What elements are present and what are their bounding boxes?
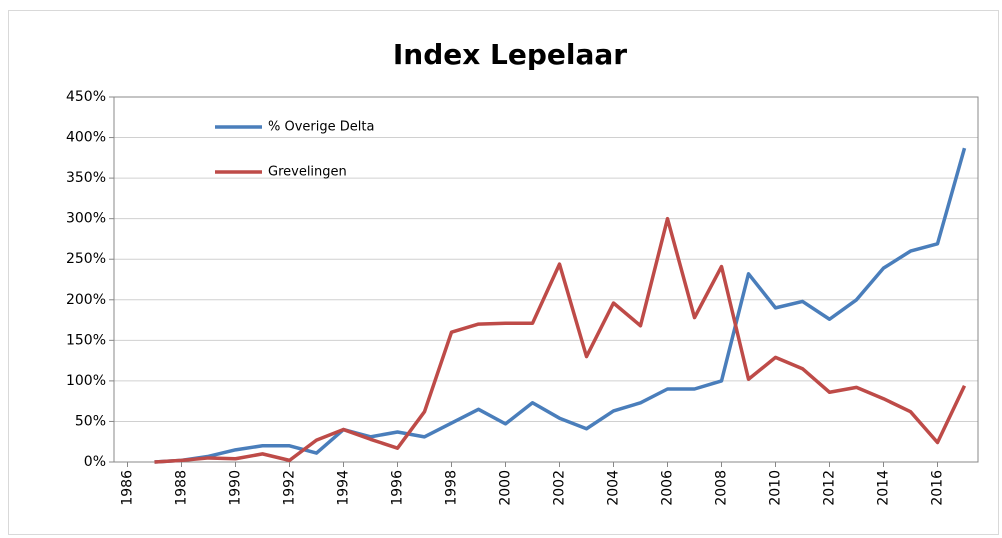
y-tick-label: 300% [66, 211, 106, 227]
x-tick-label: 2012 [822, 470, 838, 506]
x-tick-label: 1998 [444, 470, 460, 506]
y-tick-label: 350% [66, 170, 106, 186]
x-tick-label: 2016 [930, 470, 946, 506]
legend-label: Grevelingen [268, 165, 347, 180]
data-line [154, 147, 967, 464]
y-tick-label: 250% [66, 251, 106, 267]
x-tick-label: 2014 [876, 470, 892, 506]
x-tick-label: 2000 [498, 470, 514, 506]
y-tick-label: 400% [66, 130, 106, 146]
y-tick-label: 100% [66, 373, 106, 389]
data-line [154, 216, 967, 464]
y-tick-label: 150% [66, 332, 106, 348]
chart-title: Index Lepelaar [393, 38, 627, 71]
x-tick-label: 1994 [336, 470, 352, 506]
y-tick-label: 0% [84, 454, 106, 470]
x-tick-label: 1992 [282, 470, 298, 506]
x-tick-label: 2002 [552, 470, 568, 506]
y-tick-label: 50% [75, 413, 106, 429]
plot-border [113, 96, 979, 463]
chart-frame [8, 10, 999, 535]
x-tick-label: 1986 [120, 470, 136, 506]
y-tick-label: 200% [66, 292, 106, 308]
x-tick-label: 2008 [714, 470, 730, 506]
x-tick-label: 1996 [390, 470, 406, 506]
x-tick-label: 2006 [660, 470, 676, 506]
y-tick-label: 450% [66, 89, 106, 105]
x-tick-label: 2004 [606, 470, 622, 506]
legend-label: % Overige Delta [268, 120, 374, 135]
x-tick-label: 2010 [768, 470, 784, 506]
x-tick-label: 1990 [228, 470, 244, 506]
x-tick-label: 1988 [174, 470, 190, 506]
